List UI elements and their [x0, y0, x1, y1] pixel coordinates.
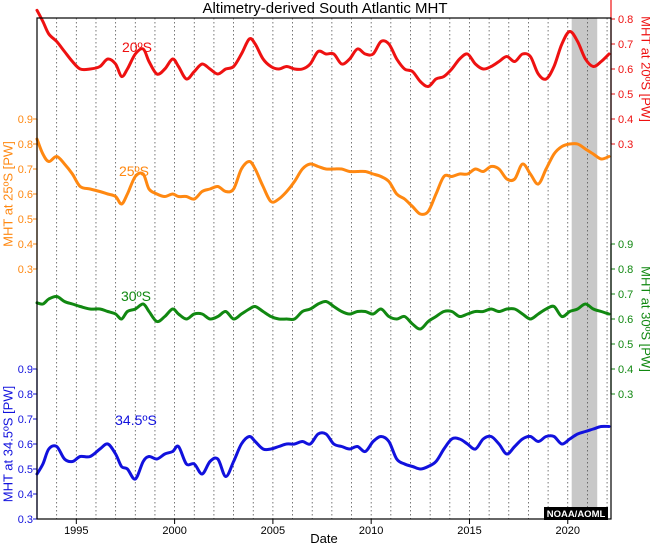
x-axis: 1995 2000 2005 2010 2015 2020	[64, 519, 580, 537]
y-tick-label: 0.4	[18, 489, 33, 501]
y-axis-label: MHT at 30ºS [PW]	[639, 266, 650, 372]
y-axis-label: MHT at 34.5ºS [PW]	[0, 386, 15, 503]
y-tick-label: 0.3	[618, 389, 633, 401]
series-label: 34.5ºS	[115, 412, 157, 428]
series-lines	[35, 8, 611, 481]
chart-title: Altimetry-derived South Atlantic MHT	[202, 0, 447, 17]
y-tick-label: 0.7	[618, 39, 633, 51]
y-tick-label: 0.4	[618, 114, 633, 126]
y-tick-label: 0.6	[18, 439, 33, 451]
x-tick-label: 1995	[64, 525, 88, 537]
series-label: 25ºS	[119, 163, 149, 179]
y-tick-label: 0.6	[18, 189, 33, 201]
y-tick-label: 0.8	[618, 264, 633, 276]
y-tick-label: 0.5	[18, 214, 33, 226]
series-line-0	[35, 8, 611, 89]
x-tick-label: 2020	[556, 525, 580, 537]
y-tick-label: 0.7	[18, 164, 33, 176]
x-tick-label: 2010	[359, 525, 383, 537]
y-tick-label: 0.6	[618, 314, 633, 326]
y-tick-label: 0.7	[618, 289, 633, 301]
series-line-2	[35, 294, 611, 331]
y-tick-label: 0.7	[18, 414, 33, 426]
year-gridlines	[36, 18, 608, 519]
x-tick-label: 2000	[162, 525, 186, 537]
y-tick-label: 0.5	[618, 89, 633, 101]
series-line-3	[35, 424, 611, 481]
y-tick-label: 0.8	[18, 139, 33, 151]
y-tick-label: 0.9	[18, 364, 33, 376]
y-tick-label: 0.9	[618, 0, 633, 1]
panel-axis-1: 0.9 0.8 0.7 0.6 0.5 0.4 0.3 MHT at 25ºS [PW] 25º…	[0, 114, 149, 276]
y-tick-label: 0.6	[618, 64, 633, 76]
y-tick-label: 0.3	[18, 514, 33, 526]
panel-axis-2: 0.9 0.8 0.7 0.6 0.5 0.4 0.3 MHT at 30ºS [PW] 30º…	[121, 239, 650, 401]
y-tick-label: 0.8	[18, 389, 33, 401]
y-tick-label: 0.9	[618, 239, 633, 251]
series-line-1	[35, 137, 611, 216]
y-axis-label: MHT at 20ºS [PW]	[639, 16, 650, 122]
watermark: NOAA/AOML	[544, 507, 608, 520]
series-label: 30ºS	[121, 288, 151, 304]
y-tick-label: 0.8	[618, 14, 633, 26]
y-tick-label: 0.3	[618, 139, 633, 151]
x-tick-label: 2015	[457, 525, 481, 537]
y-tick-label: 0.5	[18, 464, 33, 476]
x-axis-label: Date	[310, 531, 337, 546]
x-tick-label: 2005	[261, 525, 285, 537]
y-tick-label: 0.4	[18, 239, 33, 251]
y-axis-label: MHT at 25ºS [PW]	[0, 141, 15, 247]
watermark-text: NOAA/AOML	[547, 509, 606, 520]
plot-frame	[36, 17, 612, 520]
y-tick-label: 0.4	[618, 364, 633, 376]
y-tick-label: 0.3	[18, 264, 33, 276]
shaded-recent-period	[571, 18, 598, 519]
y-tick-label: 0.9	[18, 114, 33, 126]
y-tick-label: 0.5	[618, 339, 633, 351]
